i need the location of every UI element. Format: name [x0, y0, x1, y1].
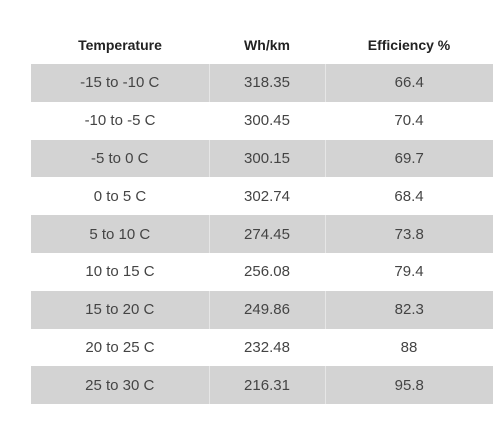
- header-temperature: Temperature: [78, 37, 162, 53]
- cell-efficiency: 95.8: [324, 366, 493, 405]
- table-row: -10 to -5 C 300.45 70.4: [31, 102, 493, 140]
- cell-wh-per-km: 300.15: [208, 139, 325, 178]
- cell-wh-per-km: 232.48: [244, 338, 290, 356]
- data-table-container: Temperature Wh/km Efficiency % -15 to -1…: [31, 26, 493, 405]
- table-row: 25 to 30 C 216.31 95.8: [31, 366, 493, 405]
- cell-temperature: -10 to -5 C: [84, 112, 156, 130]
- cell-temperature: 20 to 25 C: [85, 338, 155, 356]
- cell-efficiency: 66.4: [324, 64, 493, 102]
- cell-efficiency: 69.7: [324, 139, 493, 178]
- cell-wh-per-km: 318.35: [208, 64, 325, 102]
- table-row: 0 to 5 C 302.74 68.4: [31, 177, 493, 215]
- table-header: Temperature Wh/km Efficiency %: [31, 26, 493, 64]
- table-row: 20 to 25 C 232.48 88: [31, 329, 493, 367]
- cell-temperature: 0 to 5 C: [93, 187, 147, 205]
- table-row: 15 to 20 C 249.86 82.3: [31, 290, 493, 329]
- cell-wh-per-km: 216.31: [208, 366, 325, 405]
- cell-efficiency: 88: [400, 338, 418, 356]
- table-row: -5 to 0 C 300.15 69.7: [31, 139, 493, 178]
- header-wh-per-km: Wh/km: [244, 37, 290, 53]
- cell-wh-per-km: 256.08: [244, 263, 290, 281]
- cell-efficiency: 73.8: [324, 215, 493, 253]
- cell-efficiency: 79.4: [394, 263, 424, 281]
- cell-temperature: 10 to 15 C: [85, 263, 155, 281]
- header-row: Temperature Wh/km Efficiency %: [31, 26, 493, 64]
- table-body: -15 to -10 C 318.35 66.4 -10 to -5 C 300…: [31, 64, 493, 405]
- cell-wh-per-km: 274.45: [208, 215, 325, 253]
- table-row: 10 to 15 C 256.08 79.4: [31, 253, 493, 291]
- cell-temperature: -15 to -10 C: [31, 64, 209, 102]
- cell-efficiency: 70.4: [394, 112, 424, 130]
- header-efficiency: Efficiency %: [367, 37, 451, 53]
- temperature-efficiency-table: Temperature Wh/km Efficiency % -15 to -1…: [31, 26, 493, 405]
- table-row: -15 to -10 C 318.35 66.4: [31, 64, 493, 102]
- cell-efficiency: 82.3: [324, 290, 493, 329]
- cell-efficiency: 68.4: [394, 187, 424, 205]
- cell-temperature: 5 to 10 C: [31, 215, 209, 253]
- cell-wh-per-km: 249.86: [208, 290, 325, 329]
- table-row: 5 to 10 C 274.45 73.8: [31, 215, 493, 253]
- cell-wh-per-km: 300.45: [244, 112, 290, 130]
- cell-temperature: 15 to 20 C: [31, 290, 209, 329]
- cell-temperature: 25 to 30 C: [31, 366, 209, 405]
- cell-wh-per-km: 302.74: [244, 187, 290, 205]
- cell-temperature: -5 to 0 C: [31, 139, 209, 178]
